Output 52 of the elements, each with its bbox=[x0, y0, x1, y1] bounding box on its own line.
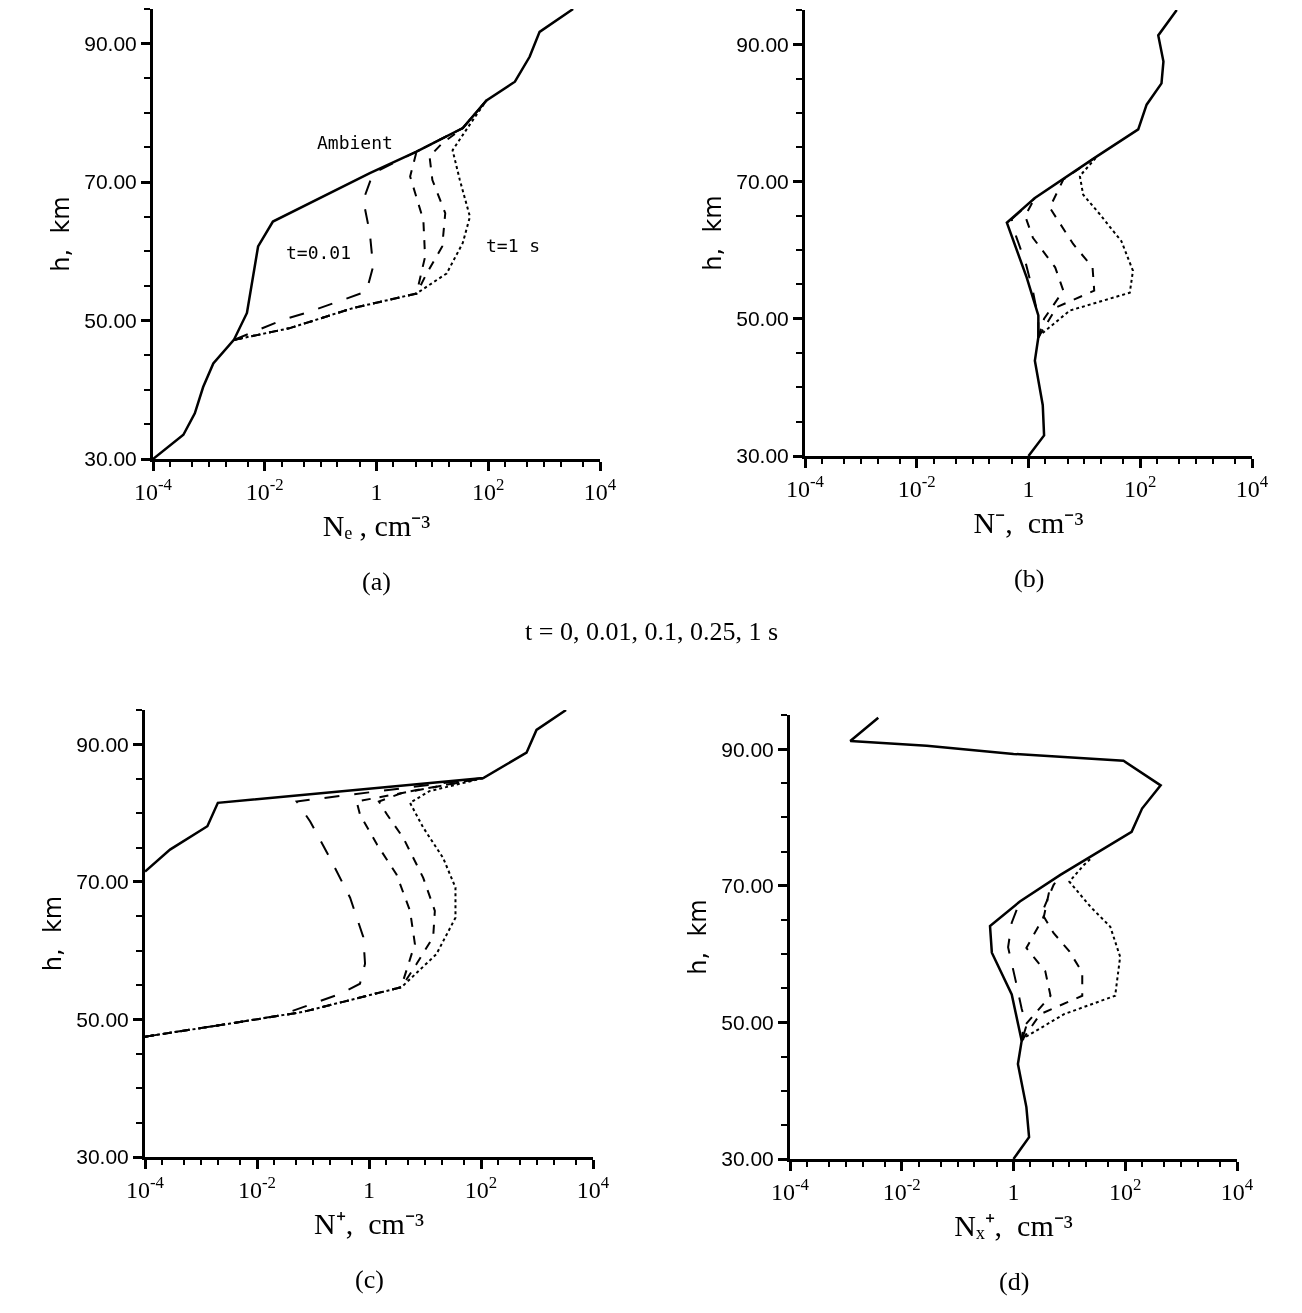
y-tick-label: 30.00 bbox=[736, 444, 789, 468]
x-tick-label: 10$^{-4}$ bbox=[126, 1172, 165, 1203]
annotation: Ambient bbox=[317, 132, 393, 153]
x-tick-label: 10$^{4}$ bbox=[583, 474, 617, 505]
x-tick-label: 10$^{2}$ bbox=[1109, 1174, 1142, 1205]
x-tick-label: 10$^{-2}$ bbox=[245, 474, 284, 505]
x-tick-label: 1 bbox=[370, 478, 383, 505]
x-tick-label: 1 bbox=[1007, 1178, 1020, 1205]
y-tick-label: 70.00 bbox=[84, 170, 137, 194]
y-tick-label: 90.00 bbox=[721, 737, 774, 761]
x-axis-title: Nₓ⁺, cm⁻³ bbox=[954, 1209, 1073, 1243]
text: (d) bbox=[999, 1267, 1030, 1296]
x-axis-title: Nₑ , cm⁻³ bbox=[322, 509, 431, 543]
x-tick-label: 10$^{2}$ bbox=[1124, 471, 1157, 502]
y-tick-label: 70.00 bbox=[721, 874, 774, 898]
x-tick-label: 10$^{4}$ bbox=[1220, 1174, 1254, 1205]
x-tick-label: 10$^{-2}$ bbox=[897, 471, 936, 502]
annotation: t=1 s bbox=[486, 235, 541, 256]
x-axis-title: N⁺, cm⁻³ bbox=[314, 1207, 424, 1241]
x-tick-label: 10$^{4}$ bbox=[1235, 471, 1269, 502]
y-axis-title: h, km bbox=[699, 195, 728, 271]
y-tick-label: 50.00 bbox=[721, 1010, 774, 1034]
x-tick-label: 10$^{4}$ bbox=[576, 1172, 610, 1203]
x-tick-label: 10$^{2}$ bbox=[472, 474, 505, 505]
x-tick-label: 10$^{-4}$ bbox=[134, 474, 173, 505]
x-tick-label: 10$^{-2}$ bbox=[238, 1172, 276, 1203]
x-tick-label: 1 bbox=[363, 1176, 375, 1203]
y-axis-title: h, km bbox=[47, 196, 76, 272]
x-tick-label: 10$^{-4}$ bbox=[771, 1174, 810, 1205]
x-axis-title: N⁻, cm⁻³ bbox=[973, 506, 1084, 540]
y-axis-title: h, km bbox=[684, 899, 713, 975]
y-tick-label: 70.00 bbox=[736, 169, 789, 193]
y-tick-label: 30.00 bbox=[76, 1145, 129, 1169]
y-tick-label: 90.00 bbox=[84, 31, 137, 55]
x-tick-label: 10$^{2}$ bbox=[464, 1172, 498, 1203]
x-tick-label: 1 bbox=[1022, 475, 1035, 502]
text: (b) bbox=[1014, 564, 1045, 593]
x-tick-label: 10$^{-2}$ bbox=[882, 1174, 921, 1205]
annotation: t=0.01 bbox=[286, 242, 352, 263]
text: t = 0, 0.01, 0.1, 0.25, 1 s bbox=[525, 617, 779, 646]
x-tick-label: 10$^{-4}$ bbox=[786, 471, 825, 502]
y-tick-label: 90.00 bbox=[736, 32, 789, 56]
text: (c) bbox=[355, 1265, 384, 1294]
y-tick-label: 50.00 bbox=[76, 1007, 129, 1031]
y-tick-label: 50.00 bbox=[736, 307, 789, 331]
y-tick-label: 30.00 bbox=[84, 447, 137, 471]
y-tick-label: 50.00 bbox=[84, 308, 137, 332]
text: (a) bbox=[362, 567, 391, 596]
y-tick-label: 30.00 bbox=[721, 1147, 774, 1171]
y-tick-label: 90.00 bbox=[76, 732, 129, 756]
y-axis-title: h, km bbox=[39, 895, 68, 972]
y-tick-label: 70.00 bbox=[76, 870, 129, 894]
